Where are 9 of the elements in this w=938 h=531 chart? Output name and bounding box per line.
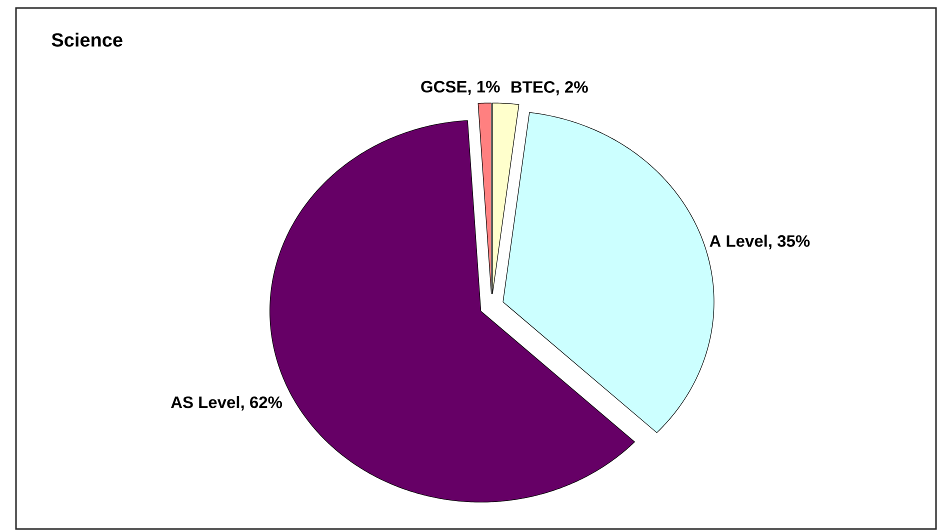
slice-label: A Level — [710, 234, 767, 247]
data-label: , 35% — [769, 235, 810, 250]
chart-title: Science — [52, 32, 122, 47]
data-label: , 62% — [241, 396, 282, 411]
slice-label: GCSE — [421, 80, 467, 93]
slice-label: AS Level — [171, 396, 240, 408]
slice-label: BTEC — [512, 81, 555, 93]
data-label: , 2% — [556, 81, 588, 96]
data-label: , 1% — [468, 80, 500, 95]
